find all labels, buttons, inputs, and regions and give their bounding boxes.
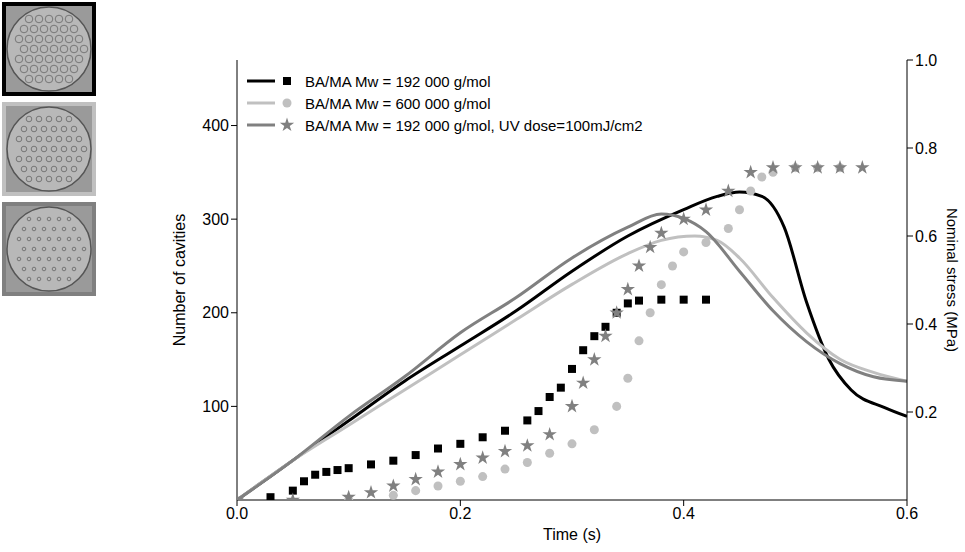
svg-text:1.0: 1.0 xyxy=(915,52,937,69)
html-text:Time (s): Time (s) xyxy=(543,526,601,543)
svg-text:0.0: 0.0 xyxy=(226,505,248,522)
svg-text:0.4: 0.4 xyxy=(915,316,937,333)
svg-text:300: 300 xyxy=(202,211,229,228)
svg-text:0.2: 0.2 xyxy=(915,404,937,421)
svg-text:0.8: 0.8 xyxy=(915,140,937,157)
svg-text:0.6: 0.6 xyxy=(915,228,937,245)
svg-text:200: 200 xyxy=(202,304,229,321)
html-text:BA/MA Mw = 192 000 g/mol: BA/MA Mw = 192 000 g/mol xyxy=(305,72,491,90)
svg-text:100: 100 xyxy=(202,398,229,415)
svg-text:0.4: 0.4 xyxy=(673,505,695,522)
svg-text:0.6: 0.6 xyxy=(896,505,918,522)
html-text:Number of cavities: Number of cavities xyxy=(171,213,188,347)
svg-text:0.2: 0.2 xyxy=(449,505,471,522)
html-text:Nominal stress (MPa): Nominal stress (MPa) xyxy=(943,207,961,353)
html-text:BA/MA Mw = 192 000 g/mol, UV d: BA/MA Mw = 192 000 g/mol, UV dose=100mJ/… xyxy=(305,116,643,134)
svg-text:400: 400 xyxy=(202,117,229,134)
html-text:BA/MA Mw = 600 000 g/mol: BA/MA Mw = 600 000 g/mol xyxy=(305,94,491,112)
